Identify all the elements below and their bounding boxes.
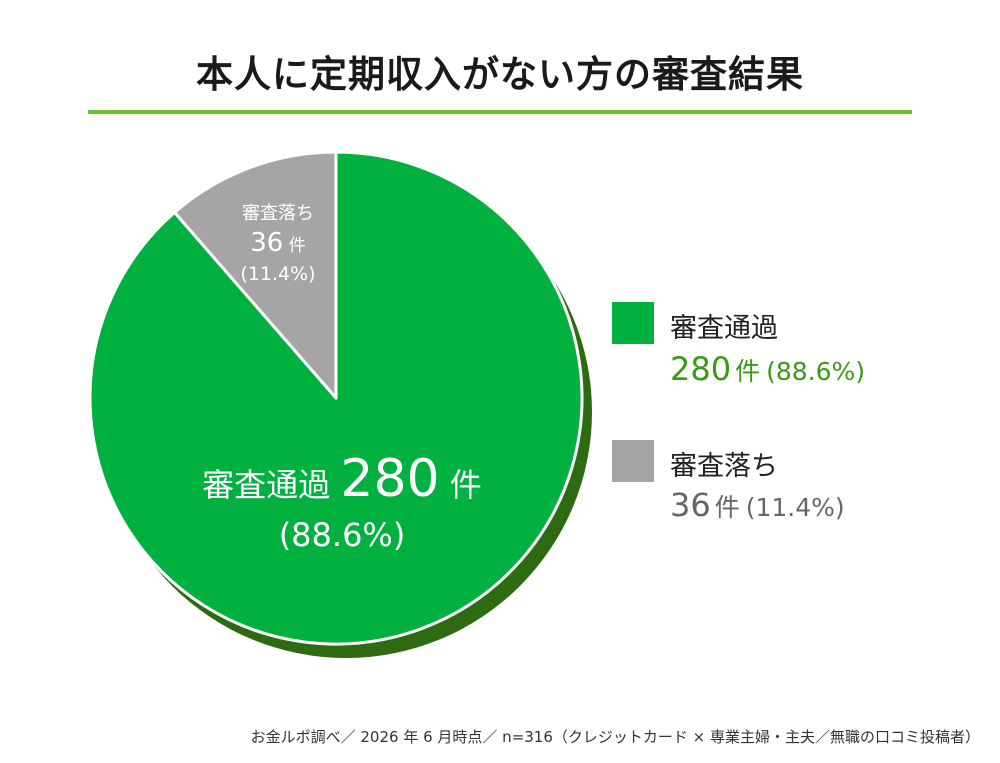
pie-slices [88,150,584,646]
pie-label-pass-unit: 件 [440,466,482,504]
pie-outline [89,151,583,645]
chart-title: 本人に定期収入がない方の審査結果 [196,53,804,96]
pie-label-fail-count: 36 [250,228,283,258]
pie-label-pass-name: 審査通過 [202,466,340,504]
legend-label-pass: 審査通過 [670,313,778,344]
pie-label-pass-count: 280 [340,449,439,509]
legend-swatch-pass [612,302,654,344]
legend-unit-pass: 件 [735,357,761,386]
legend-value-fail: 36 件 (11.4%) [670,486,845,524]
legend-percent-fail: (11.4%) [745,493,845,522]
pie-label-fail-unit: 件 [283,236,305,256]
legend-value-pass: 280 件 (88.6%) [670,350,865,388]
pie-label-fail-line2: 36 件 [250,228,306,258]
pie-label-pass-percent: (88.6%) [279,516,406,554]
pie-label-pass-line1: 審査通過 280 件 [202,449,482,509]
title-underline [88,110,912,114]
legend-swatch-fail [612,440,654,482]
legend-percent-pass: (88.6%) [766,357,866,386]
pie-label-fail-percent: (11.4%) [240,263,315,285]
legend-count-pass: 280 [670,350,732,388]
pie-label-fail-name: 審査落ち [242,203,314,224]
legend-unit-fail: 件 [714,493,740,522]
source-footnote: お金ルポ調べ／ 2026 年 6 月時点／ n=316（クレジットカード × 専… [250,728,980,746]
legend-count-fail: 36 [670,486,711,524]
legend-label-fail: 審査落ち [670,451,778,482]
pie-labels: 審査通過 280 件 (88.6%) 審査落ち 36 件 (11.4%) [202,203,482,554]
